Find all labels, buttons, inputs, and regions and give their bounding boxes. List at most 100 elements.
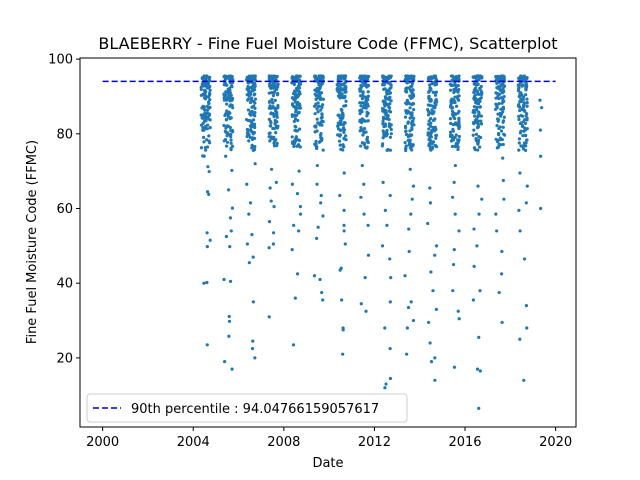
data-point xyxy=(359,195,363,199)
data-point xyxy=(293,124,297,128)
data-point xyxy=(500,101,504,105)
data-point xyxy=(338,143,342,147)
data-point xyxy=(476,184,480,188)
data-point xyxy=(223,96,227,100)
data-point xyxy=(448,82,452,86)
data-point xyxy=(497,290,501,295)
data-point xyxy=(246,108,251,112)
data-point xyxy=(205,127,209,131)
data-point xyxy=(384,96,388,100)
data-point xyxy=(360,101,364,105)
data-point xyxy=(385,148,389,152)
data-point xyxy=(250,105,254,109)
data-point xyxy=(272,205,276,209)
data-point xyxy=(269,135,273,139)
data-point xyxy=(227,76,231,81)
data-point xyxy=(387,96,391,100)
data-point xyxy=(230,85,234,89)
data-point xyxy=(271,242,276,246)
data-point xyxy=(341,326,345,330)
data-point xyxy=(518,171,522,175)
data-point xyxy=(205,138,209,142)
data-point xyxy=(404,88,408,92)
data-point xyxy=(207,78,211,82)
data-point xyxy=(246,128,250,132)
data-point xyxy=(292,144,296,149)
data-point xyxy=(449,74,453,78)
data-point xyxy=(499,112,504,116)
data-point xyxy=(274,180,278,184)
data-point xyxy=(225,140,230,144)
data-point xyxy=(315,163,319,168)
data-point xyxy=(228,88,232,92)
data-point xyxy=(472,128,476,132)
data-point xyxy=(478,369,482,373)
data-point xyxy=(199,123,204,127)
data-point xyxy=(521,95,526,99)
data-point xyxy=(298,127,302,131)
data-point xyxy=(298,104,302,108)
data-point xyxy=(252,118,256,122)
data-point xyxy=(519,121,523,125)
data-point xyxy=(501,87,505,91)
data-point xyxy=(336,127,341,131)
data-point xyxy=(222,123,226,128)
data-point xyxy=(384,113,388,117)
data-point xyxy=(430,82,434,86)
data-point xyxy=(501,142,505,147)
data-point xyxy=(267,315,271,319)
data-point xyxy=(499,129,504,133)
data-point xyxy=(433,82,437,87)
data-point xyxy=(409,212,413,216)
data-point xyxy=(472,227,476,231)
data-point xyxy=(412,116,416,120)
data-point xyxy=(403,126,408,130)
data-point xyxy=(225,97,229,102)
data-point xyxy=(429,87,433,91)
data-point xyxy=(314,144,318,148)
data-point xyxy=(229,229,233,233)
data-point xyxy=(317,140,321,144)
data-point xyxy=(298,106,303,110)
data-point xyxy=(406,138,410,143)
data-point xyxy=(411,101,415,106)
data-point xyxy=(502,95,506,99)
data-point xyxy=(361,77,365,81)
data-point xyxy=(250,146,254,150)
data-point xyxy=(410,95,415,99)
data-point xyxy=(273,122,277,126)
data-point xyxy=(454,133,458,137)
data-point xyxy=(518,337,522,341)
data-point xyxy=(362,142,366,147)
data-point xyxy=(453,135,457,139)
data-point xyxy=(518,100,522,104)
data-point xyxy=(431,118,435,123)
data-point xyxy=(249,98,254,102)
data-point xyxy=(502,115,506,119)
data-point xyxy=(383,386,387,390)
data-point xyxy=(431,127,436,131)
data-point xyxy=(204,148,208,152)
data-point xyxy=(363,119,367,123)
data-point xyxy=(407,249,411,254)
data-point xyxy=(456,147,460,152)
data-point xyxy=(450,109,455,113)
data-point xyxy=(431,145,435,149)
data-point xyxy=(202,88,207,92)
data-point xyxy=(342,208,346,212)
data-point xyxy=(320,123,324,127)
data-point xyxy=(517,117,521,122)
data-point xyxy=(319,81,324,86)
data-point xyxy=(359,94,363,98)
data-point xyxy=(343,84,347,88)
data-point xyxy=(426,77,431,81)
y-tick-label: 20 xyxy=(56,351,73,366)
data-point xyxy=(270,167,274,171)
data-point xyxy=(267,91,271,95)
legend-label: 90th percentile : 94.04766159057617 xyxy=(131,402,379,417)
data-point xyxy=(475,89,479,93)
data-point xyxy=(518,229,522,233)
data-point xyxy=(450,112,455,117)
data-point xyxy=(457,317,461,321)
data-point xyxy=(224,112,228,116)
